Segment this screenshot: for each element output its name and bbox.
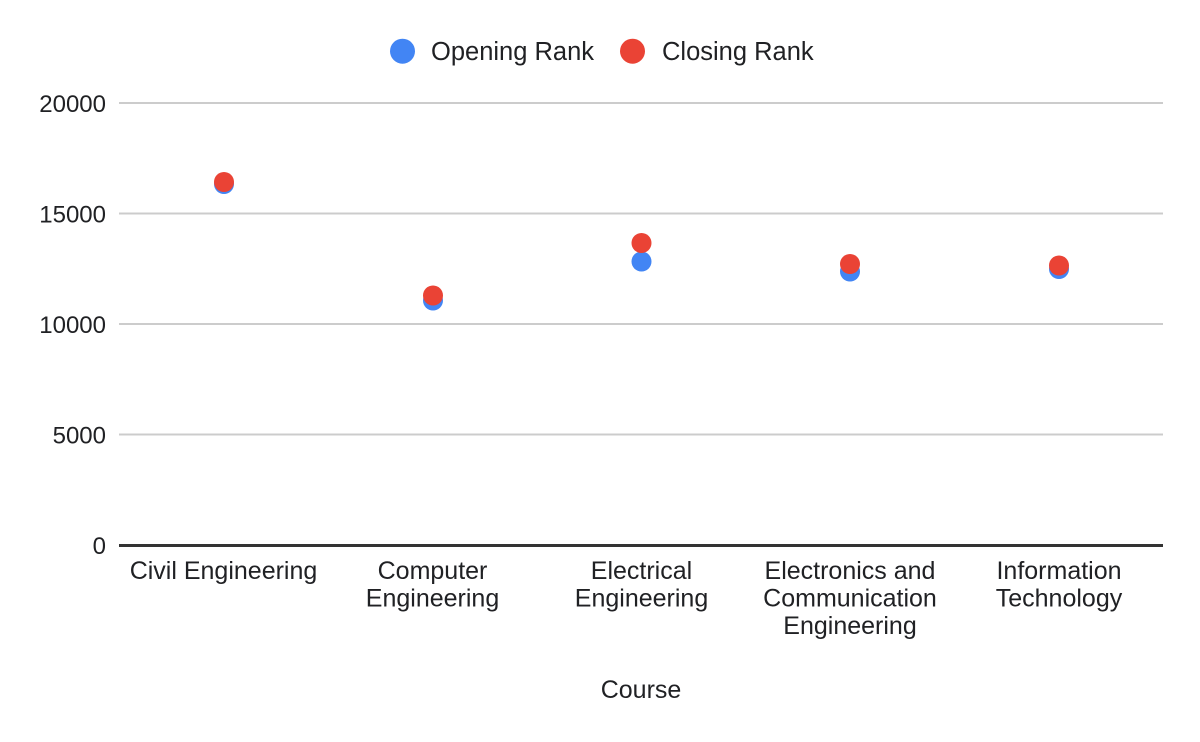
svg-text:15000: 15000 [39, 202, 106, 229]
svg-text:Communication: Communication [763, 585, 937, 613]
svg-text:10000: 10000 [39, 312, 106, 339]
svg-text:Opening Rank: Opening Rank [431, 38, 594, 66]
svg-text:Civil Engineering: Civil Engineering [130, 557, 318, 585]
svg-text:Engineering: Engineering [575, 585, 708, 613]
svg-text:Information: Information [996, 557, 1121, 585]
svg-text:5000: 5000 [53, 423, 106, 450]
svg-text:Technology: Technology [996, 585, 1123, 613]
svg-text:Closing Rank: Closing Rank [662, 38, 814, 66]
svg-text:Engineering: Engineering [783, 612, 916, 640]
svg-text:Computer: Computer [378, 557, 488, 585]
svg-text:0: 0 [93, 533, 106, 560]
svg-text:Engineering: Engineering [366, 585, 499, 613]
svg-text:Course: Course [601, 676, 682, 704]
svg-text:20000: 20000 [39, 91, 106, 118]
svg-text:Electrical: Electrical [591, 557, 692, 585]
svg-text:Electronics and: Electronics and [765, 557, 936, 585]
